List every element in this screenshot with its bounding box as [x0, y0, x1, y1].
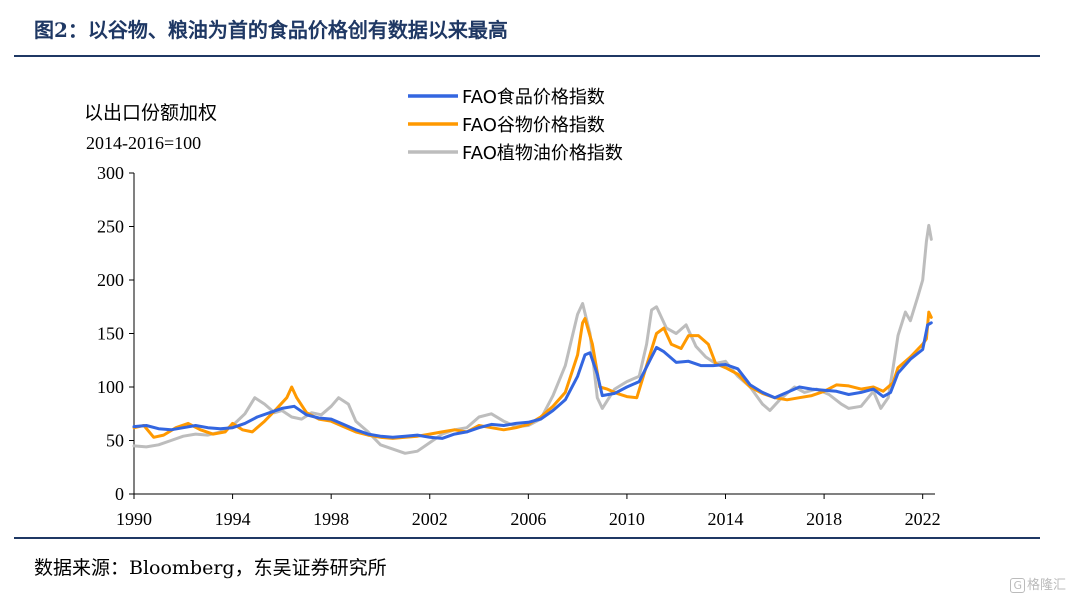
- watermark-logo-icon: G: [1010, 578, 1025, 593]
- series-layer: [132, 223, 933, 455]
- source-note: 数据来源：Bloomberg，东吴证券研究所: [34, 557, 387, 579]
- legend-label: FAO谷物价格指数: [462, 115, 605, 136]
- x-tick-label: 2014: [708, 509, 744, 529]
- x-tick-label: 1990: [116, 509, 152, 529]
- y-tick-label: 250: [97, 217, 124, 237]
- figure-title: 图2：以谷物、粮油为首的食品价格创有数据以来最高: [34, 18, 508, 42]
- y-tick-label: 0: [115, 484, 124, 504]
- y-tick-label: 200: [97, 270, 124, 290]
- legend-label: FAO植物油价格指数: [462, 143, 623, 164]
- title-rule: [14, 55, 1040, 57]
- x-tick-label: 1998: [313, 509, 349, 529]
- source-rule: [14, 537, 1040, 539]
- x-tick-label: 2022: [905, 509, 941, 529]
- x-tick-label: 2018: [806, 509, 842, 529]
- y-tick-label: 100: [97, 377, 124, 397]
- chart-axes: 0 50 100 150 200 250 300 1990 1994 1998 2002 2006 20…: [97, 163, 941, 529]
- watermark: G 格隆汇: [1010, 574, 1066, 593]
- x-tick-label: 2010: [609, 509, 645, 529]
- chart-legend: FAO食品价格指数 FAO谷物价格指数 FAO植物油价格指数: [408, 87, 623, 164]
- y-unit-label: 以出口份额加权: [84, 102, 217, 124]
- legend-label: FAO食品价格指数: [462, 87, 605, 108]
- x-tick-label: 2002: [412, 509, 448, 529]
- y-tick-label: 50: [106, 431, 124, 451]
- series-line: [132, 223, 933, 455]
- y-tick-label: 300: [97, 163, 124, 183]
- y-unit-sublabel: 2014-2016=100: [86, 133, 201, 153]
- y-tick-label: 150: [97, 324, 124, 344]
- x-tick-label: 2006: [510, 509, 546, 529]
- x-tick-label: 1994: [215, 509, 251, 529]
- watermark-text: 格隆汇: [1026, 578, 1066, 593]
- series-line: [132, 321, 933, 440]
